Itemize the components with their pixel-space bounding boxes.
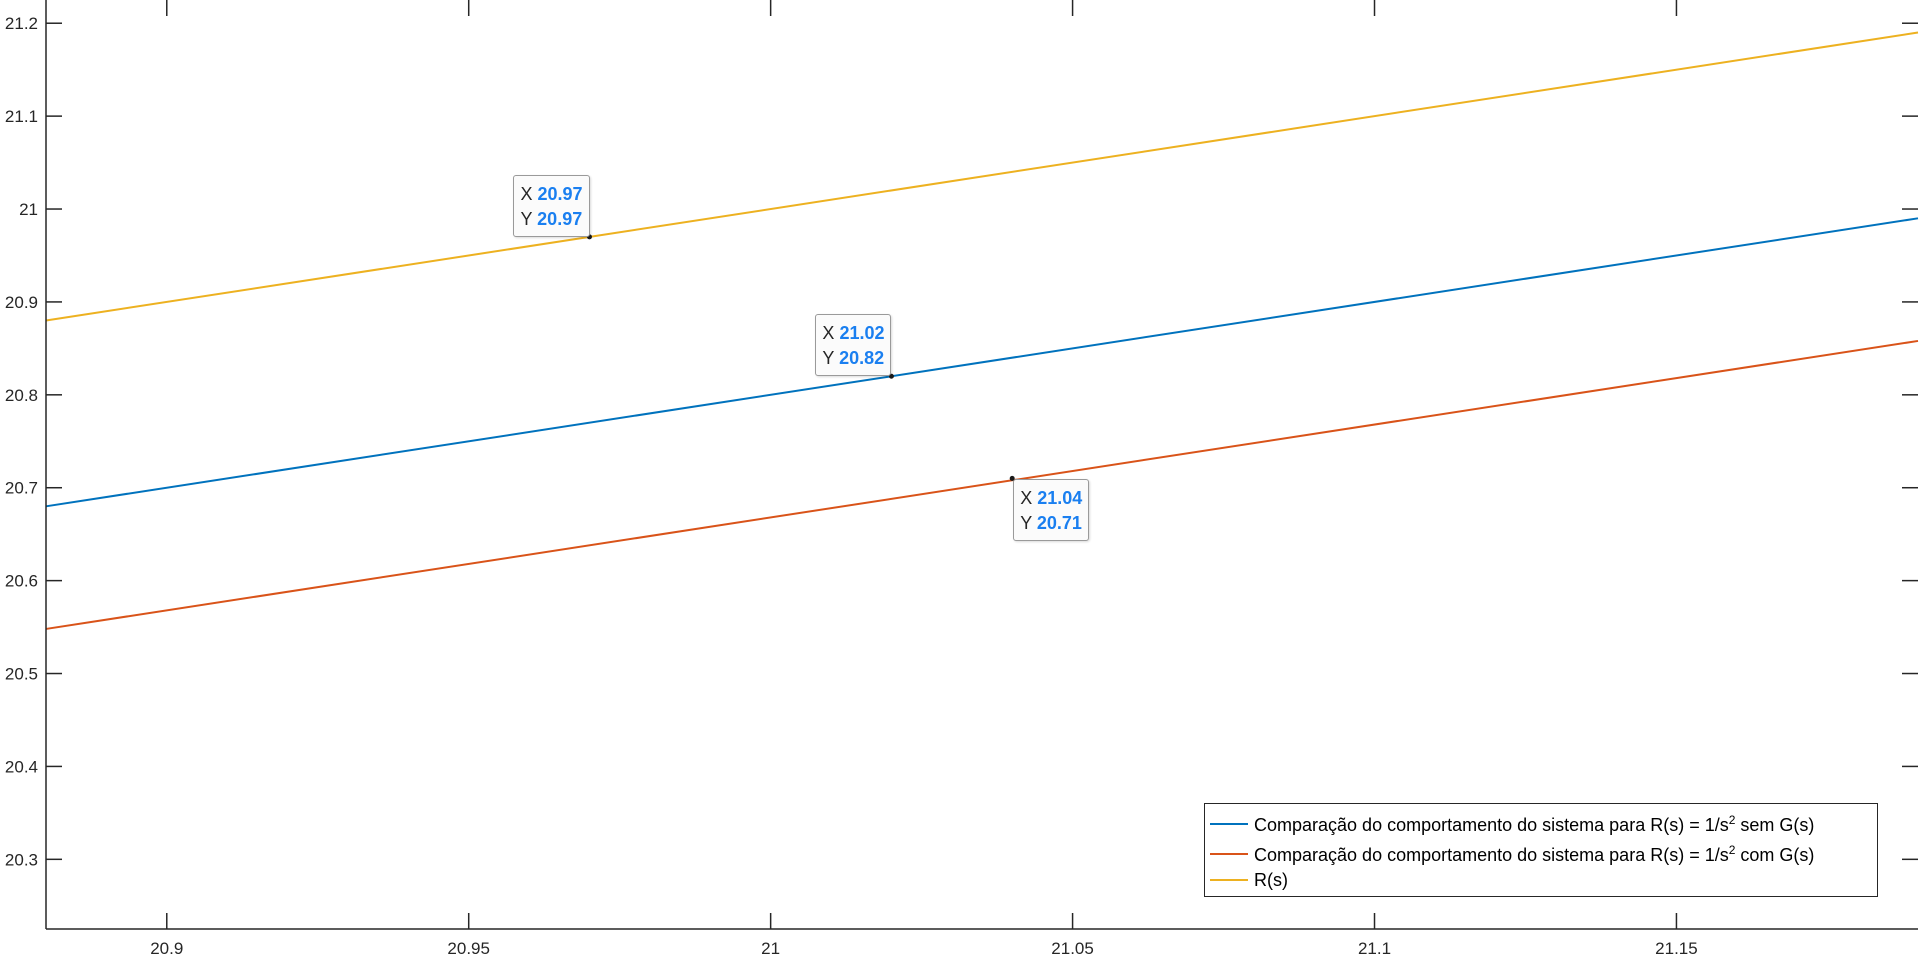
datatip-y-label: Y [1020, 513, 1032, 534]
datatip-y-label: Y [520, 208, 533, 229]
x-tick-label: 20.9 [150, 939, 183, 958]
legend-label-series-1: Comparação do comportamento do sistema p… [1254, 812, 1815, 835]
datatip-x-value: 20.97 [537, 183, 583, 204]
x-tick-label: 21.1 [1358, 939, 1391, 958]
y-tick-label: 21.1 [5, 107, 38, 126]
datatip-sem-g[interactable]: X 21.02 Y 20.82 [815, 314, 892, 377]
legend[interactable]: Comparação do comportamento do sistema p… [1204, 803, 1878, 897]
y-tick-label: 20.9 [5, 293, 38, 312]
legend-line-series-2 [1210, 853, 1248, 855]
datatip-x-value: 21.04 [1037, 488, 1083, 509]
datatip-markers [586, 234, 1015, 481]
legend-label-series-3: R(s) [1254, 869, 1288, 890]
legend-label-series-2: Comparação do comportamento do sistema p… [1254, 842, 1815, 865]
y-tick-label: 20.3 [5, 850, 38, 869]
datatip-x-value: 21.02 [839, 323, 885, 344]
datatip-y-value: 20.82 [839, 348, 885, 369]
datatip-r-s[interactable]: X 20.97 Y 20.97 [513, 174, 590, 237]
legend-line-series-3 [1210, 879, 1248, 881]
datatip-y-label: Y [822, 348, 835, 369]
x-tick-label: 21.05 [1051, 939, 1094, 958]
x-tick-label: 21.15 [1655, 939, 1698, 958]
legend-item-series-1[interactable]: Comparação do comportamento do sistema p… [1205, 811, 1814, 837]
legend-item-series-2[interactable]: Comparação do comportamento do sistema p… [1205, 841, 1814, 867]
datatip-x-label: X [822, 323, 835, 344]
datatip-x-label: X [1020, 488, 1033, 509]
y-tick-label: 20.8 [5, 386, 38, 405]
axes-layer: 20.9 20.95 21 21.05 21.1 21.15 20.3 20.4 20.5 20.… [5, 0, 1918, 958]
legend-line-series-1 [1210, 823, 1248, 825]
series-line-3 [45, 31, 1919, 322]
y-tick-label: 20.7 [5, 479, 38, 498]
datatip-com-g[interactable]: X 21.04 Y 20.71 [1013, 479, 1090, 542]
series-layer [45, 31, 1919, 630]
y-tick-label: 21 [19, 200, 38, 219]
datatip-y-value: 20.71 [1036, 513, 1082, 534]
datatip-x-label: X [520, 183, 533, 204]
x-tick-label: 20.95 [447, 939, 490, 958]
datatip-y-value: 20.97 [537, 208, 583, 229]
series-line-2 [45, 339, 1919, 630]
y-tick-label: 20.4 [5, 757, 38, 776]
series-line-1 [45, 217, 1919, 508]
x-tick-label: 21 [761, 939, 780, 958]
legend-item-series-3[interactable]: R(s) [1205, 867, 1288, 893]
y-tick-label: 21.2 [5, 14, 38, 33]
y-tick-label: 20.5 [5, 665, 38, 684]
y-tick-label: 20.6 [5, 572, 38, 591]
